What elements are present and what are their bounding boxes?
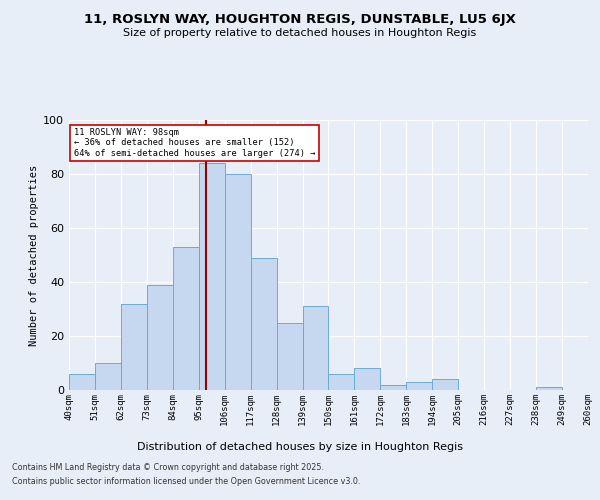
- Bar: [95, 363, 121, 390]
- Bar: [69, 374, 95, 390]
- Bar: [199, 163, 224, 390]
- Bar: [329, 374, 355, 390]
- Bar: [380, 384, 406, 390]
- Bar: [121, 304, 147, 390]
- Text: 11, ROSLYN WAY, HOUGHTON REGIS, DUNSTABLE, LU5 6JX: 11, ROSLYN WAY, HOUGHTON REGIS, DUNSTABL…: [84, 12, 516, 26]
- Bar: [302, 306, 329, 390]
- Text: Contains public sector information licensed under the Open Government Licence v3: Contains public sector information licen…: [12, 477, 361, 486]
- Y-axis label: Number of detached properties: Number of detached properties: [29, 164, 39, 346]
- Bar: [251, 258, 277, 390]
- Text: Size of property relative to detached houses in Houghton Regis: Size of property relative to detached ho…: [124, 28, 476, 38]
- Bar: [355, 368, 380, 390]
- Bar: [277, 322, 302, 390]
- Bar: [173, 247, 199, 390]
- Bar: [432, 379, 458, 390]
- Bar: [224, 174, 251, 390]
- Text: Contains HM Land Registry data © Crown copyright and database right 2025.: Contains HM Land Registry data © Crown c…: [12, 464, 324, 472]
- Text: Distribution of detached houses by size in Houghton Regis: Distribution of detached houses by size …: [137, 442, 463, 452]
- Bar: [147, 284, 173, 390]
- Bar: [406, 382, 432, 390]
- Bar: [536, 388, 562, 390]
- Text: 11 ROSLYN WAY: 98sqm
← 36% of detached houses are smaller (152)
64% of semi-deta: 11 ROSLYN WAY: 98sqm ← 36% of detached h…: [74, 128, 315, 158]
